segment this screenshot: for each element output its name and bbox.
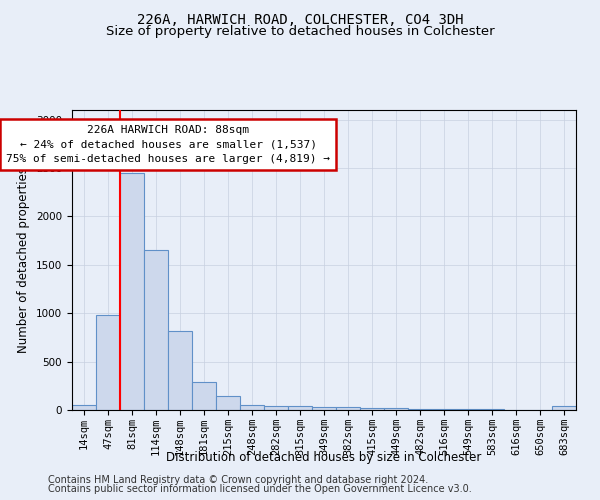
Bar (144, 250, 168, 410)
Bar (216, 396, 240, 410)
Bar (456, 409, 480, 410)
Bar (72, 404, 96, 410)
Bar (552, 406, 576, 410)
Y-axis label: Number of detached properties: Number of detached properties (17, 167, 31, 353)
Bar (240, 404, 264, 410)
Bar (192, 382, 216, 410)
Text: Size of property relative to detached houses in Colchester: Size of property relative to detached ho… (106, 25, 494, 38)
Bar (288, 406, 312, 410)
Bar (384, 408, 408, 410)
Text: 226A HARWICH ROAD: 88sqm
← 24% of detached houses are smaller (1,537)
75% of sem: 226A HARWICH ROAD: 88sqm ← 24% of detach… (6, 124, 330, 164)
Bar (408, 408, 432, 410)
Bar (96, 315, 120, 410)
Bar (120, 173, 144, 410)
Text: 226A, HARWICH ROAD, COLCHESTER, CO4 3DH: 226A, HARWICH ROAD, COLCHESTER, CO4 3DH (137, 12, 463, 26)
Bar (168, 330, 192, 410)
Text: Distribution of detached houses by size in Colchester: Distribution of detached houses by size … (166, 451, 482, 464)
Bar (360, 408, 384, 410)
Bar (336, 407, 360, 410)
Bar (312, 406, 336, 410)
Text: Contains public sector information licensed under the Open Government Licence v3: Contains public sector information licen… (48, 484, 472, 494)
Text: Contains HM Land Registry data © Crown copyright and database right 2024.: Contains HM Land Registry data © Crown c… (48, 475, 428, 485)
Bar (264, 406, 288, 410)
Bar (432, 409, 456, 410)
